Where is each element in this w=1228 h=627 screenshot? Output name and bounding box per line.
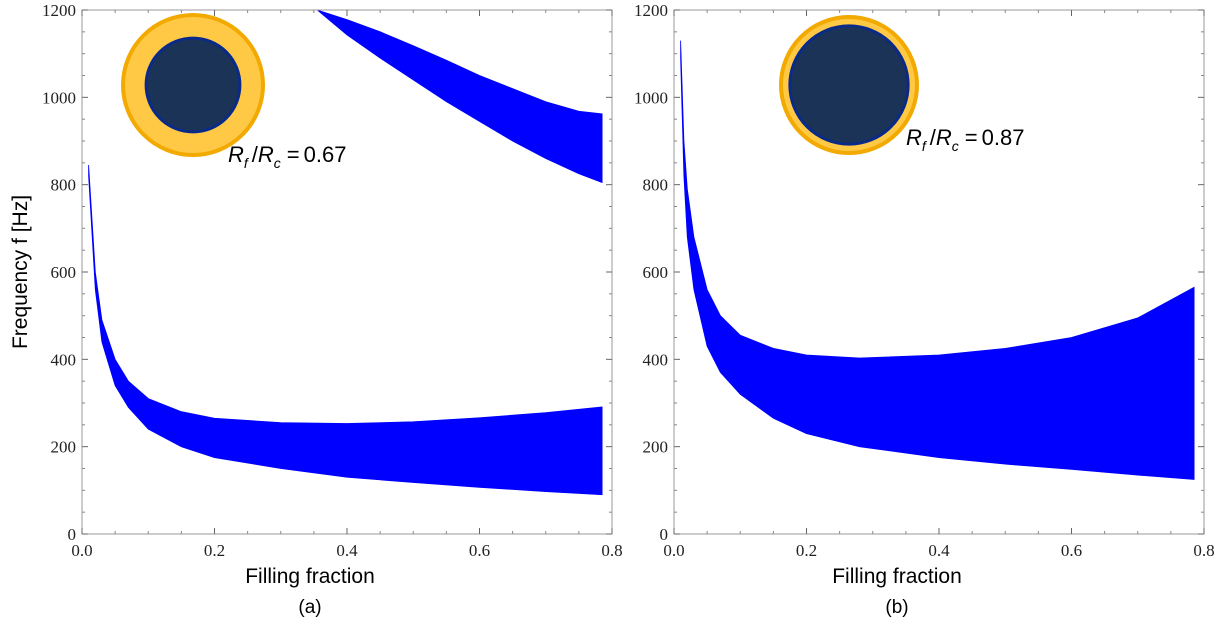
inset-cross-section-a — [121, 13, 265, 157]
x-tick-label: 0.0 — [663, 541, 684, 560]
y-tick-label: 1000 — [634, 88, 668, 107]
band-layer-a — [88, 9, 603, 496]
y-tick-label: 200 — [51, 438, 77, 457]
ratio-symbol-denominator: R — [258, 142, 274, 167]
axes-b: 0.0 0.2 0.4 0.6 0.8 0 200 400 600 800 1000 1200 — [634, 1, 1215, 560]
ratio-sub-denominator: c — [274, 155, 281, 171]
y-tick-label: 200 — [643, 438, 669, 457]
x-axis-label-a: Filling fraction — [245, 565, 375, 588]
panel-label-a: (a) — [298, 597, 321, 618]
panel-b: 0.0 0.2 0.4 0.6 0.8 0 200 400 600 800 1000 1200 Rf /… — [634, 1, 1215, 618]
ratio-symbol-numerator: R — [906, 125, 922, 150]
y-tick-label: 400 — [643, 350, 669, 369]
y-tick-label: 400 — [51, 350, 77, 369]
panel-label-b: (b) — [885, 597, 908, 618]
band-gap-1 — [680, 40, 1195, 480]
y-tick-label: 1000 — [42, 88, 76, 107]
y-tick-label: 600 — [51, 263, 77, 282]
x-tick-label: 0.4 — [336, 541, 358, 560]
y-tick-label: 0 — [660, 525, 669, 544]
core-circle-icon — [144, 36, 242, 134]
ratio-equals: = — [965, 125, 978, 150]
x-tick-label: 0.8 — [601, 541, 622, 560]
y-tick-label: 0 — [68, 525, 77, 544]
y-tick-label: 1200 — [634, 1, 668, 20]
ratio-value: 0.87 — [982, 125, 1025, 150]
band-gap-2 — [316, 9, 603, 184]
ratio-symbol-numerator: R — [228, 142, 244, 167]
ratio-sub-numerator: f — [244, 155, 250, 171]
x-tick-label: 0.6 — [469, 541, 490, 560]
band-layer-b — [680, 40, 1195, 480]
band-gap-1 — [88, 164, 603, 496]
ratio-equals: = — [287, 142, 300, 167]
y-tick-label: 800 — [51, 176, 77, 195]
y-axis-label: Frequency f [Hz] — [9, 195, 32, 349]
x-tick-label: 0.8 — [1193, 541, 1214, 560]
x-tick-label: 0.2 — [796, 541, 817, 560]
ratio-sub-numerator: f — [922, 138, 928, 154]
x-tick-label: 0.2 — [204, 541, 225, 560]
x-tick-label: 0.6 — [1061, 541, 1082, 560]
panel-a: 0.0 0.2 0.4 0.6 0.8 0 200 400 600 800 1000 1200 Rf /… — [9, 1, 623, 618]
x-tick-label: 0.4 — [928, 541, 950, 560]
ratio-slash: / — [252, 142, 259, 167]
ratio-annotation-b: Rf/Rc = 0.87 — [906, 125, 1024, 154]
y-tick-label: 600 — [643, 263, 669, 282]
ratio-value: 0.67 — [304, 142, 347, 167]
y-tick-label: 1200 — [42, 1, 76, 20]
y-tick-label: 800 — [643, 176, 669, 195]
x-tick-label: 0.0 — [71, 541, 92, 560]
ratio-slash: / — [930, 125, 937, 150]
axes-a: 0.0 0.2 0.4 0.6 0.8 0 200 400 600 800 1000 1200 — [42, 1, 623, 560]
ratio-symbol-denominator: R — [936, 125, 952, 150]
ratio-sub-denominator: c — [952, 138, 959, 154]
inset-cross-section-b — [779, 15, 919, 155]
core-circle-icon — [788, 24, 910, 146]
x-axis-label-b: Filling fraction — [832, 565, 962, 588]
ratio-annotation-a: Rf/Rc = 0.67 — [228, 142, 346, 171]
